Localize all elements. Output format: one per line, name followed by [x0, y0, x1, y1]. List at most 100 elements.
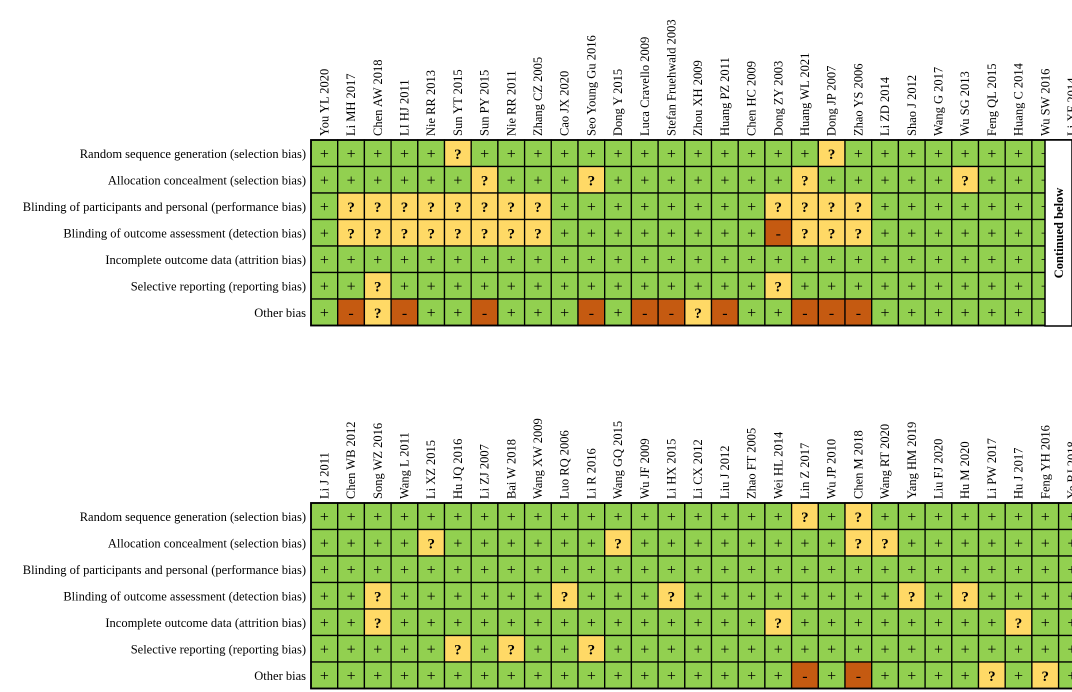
rating-symbol: + — [614, 305, 623, 322]
rating-symbol: + — [667, 252, 676, 269]
rating-cell — [630, 528, 659, 557]
rating-cell — [550, 528, 579, 557]
rating-cell — [710, 218, 739, 247]
rating-symbol: + — [347, 562, 356, 579]
rating-symbol: + — [614, 509, 623, 526]
rating-symbol: + — [507, 615, 516, 632]
panel-bottom: Li J 2011 Chen WB 2012 Song WZ 2016 Wang L … — [23, 418, 1072, 690]
study-header: Zhao YS 2006 — [851, 64, 865, 136]
rating-symbol: + — [427, 172, 436, 189]
rating-symbol: + — [961, 615, 970, 632]
rating-symbol: + — [480, 146, 489, 163]
rating-symbol: + — [320, 225, 329, 242]
rating-symbol: + — [747, 535, 756, 552]
rating-symbol: + — [533, 305, 542, 322]
rating-symbol: ? — [775, 279, 783, 295]
rating-symbol: ? — [374, 226, 382, 242]
rating-symbol: + — [453, 562, 462, 579]
rating-symbol: + — [400, 641, 409, 658]
rating-symbol: + — [507, 509, 516, 526]
rating-cell — [310, 245, 339, 274]
rating-symbol: + — [640, 252, 649, 269]
rating-symbol: + — [1014, 146, 1023, 163]
rating-symbol: + — [747, 562, 756, 579]
rating-symbol: + — [934, 562, 943, 579]
rating-symbol: + — [347, 252, 356, 269]
rating-cell — [951, 581, 980, 610]
rating-cell — [817, 608, 846, 637]
rating-symbol: ? — [614, 536, 622, 552]
rating-cell — [844, 581, 873, 610]
rating-symbol: + — [667, 225, 676, 242]
rating-symbol: + — [774, 668, 783, 685]
rating-symbol: + — [774, 588, 783, 605]
rating-cell — [443, 555, 472, 584]
rating-symbol: - — [642, 305, 647, 322]
rating-cell — [790, 502, 819, 531]
rating-cell — [523, 634, 552, 663]
study-header: Song WZ 2016 — [371, 423, 385, 499]
rating-symbol: + — [640, 615, 649, 632]
rating-cell — [977, 218, 1006, 247]
rating-symbol: + — [800, 252, 809, 269]
rating-cell — [764, 271, 793, 300]
rating-symbol: + — [614, 668, 623, 685]
rating-symbol: + — [373, 535, 382, 552]
rating-symbol: + — [427, 252, 436, 269]
rating-symbol: + — [507, 172, 516, 189]
rating-symbol: ? — [508, 642, 516, 658]
rating-symbol: + — [480, 615, 489, 632]
rating-symbol: ? — [374, 589, 382, 605]
rating-cell — [337, 245, 366, 274]
domain-label: Selective reporting (reporting bias) — [131, 642, 306, 656]
study-header: Chen HC 2009 — [745, 61, 759, 136]
rating-symbol: + — [961, 562, 970, 579]
rating-symbol: + — [560, 535, 569, 552]
rating-cell — [871, 218, 900, 247]
rating-cell — [550, 139, 579, 168]
study-header: Feng YH 2016 — [1038, 425, 1052, 499]
rating-symbol: ? — [347, 226, 355, 242]
rating-symbol: + — [560, 225, 569, 242]
rating-symbol: - — [402, 305, 407, 322]
rating-symbol: + — [1014, 535, 1023, 552]
rating-symbol: + — [774, 562, 783, 579]
rating-symbol: + — [400, 252, 409, 269]
rating-cell — [710, 634, 739, 663]
rating-symbol: + — [507, 668, 516, 685]
rating-cell — [497, 528, 526, 557]
rating-symbol: + — [907, 305, 916, 322]
study-header: Chen M 2018 — [851, 430, 865, 499]
rating-symbol: + — [720, 199, 729, 216]
rating-symbol: + — [747, 509, 756, 526]
rating-cell — [337, 192, 366, 221]
study-header: Chen WB 2012 — [344, 421, 358, 499]
rating-symbol: + — [347, 535, 356, 552]
study-header: Li XZ 2015 — [424, 440, 438, 499]
rating-symbol: + — [1014, 305, 1023, 322]
rating-symbol: + — [961, 641, 970, 658]
study-header: Li R 2016 — [584, 448, 598, 499]
rating-symbol: + — [453, 668, 462, 685]
rating-symbol: ? — [801, 226, 809, 242]
study-header: Wang GQ 2015 — [611, 421, 625, 499]
rating-symbol: ? — [801, 173, 809, 189]
rating-cell — [523, 245, 552, 274]
rating-symbol: + — [533, 509, 542, 526]
rating-cell — [790, 139, 819, 168]
rating-cell — [310, 192, 339, 221]
rating-symbol: + — [720, 562, 729, 579]
rating-symbol: + — [507, 305, 516, 322]
rating-symbol: + — [320, 146, 329, 163]
rating-symbol: + — [987, 562, 996, 579]
rating-symbol: + — [854, 278, 863, 295]
rating-symbol: + — [880, 172, 889, 189]
rating-symbol: ? — [374, 200, 382, 216]
rating-symbol: - — [802, 305, 807, 322]
rating-symbol: + — [961, 668, 970, 685]
rating-symbol: + — [934, 668, 943, 685]
rating-cell — [897, 245, 926, 274]
rating-symbol: ? — [374, 306, 382, 322]
rating-symbol: + — [907, 535, 916, 552]
